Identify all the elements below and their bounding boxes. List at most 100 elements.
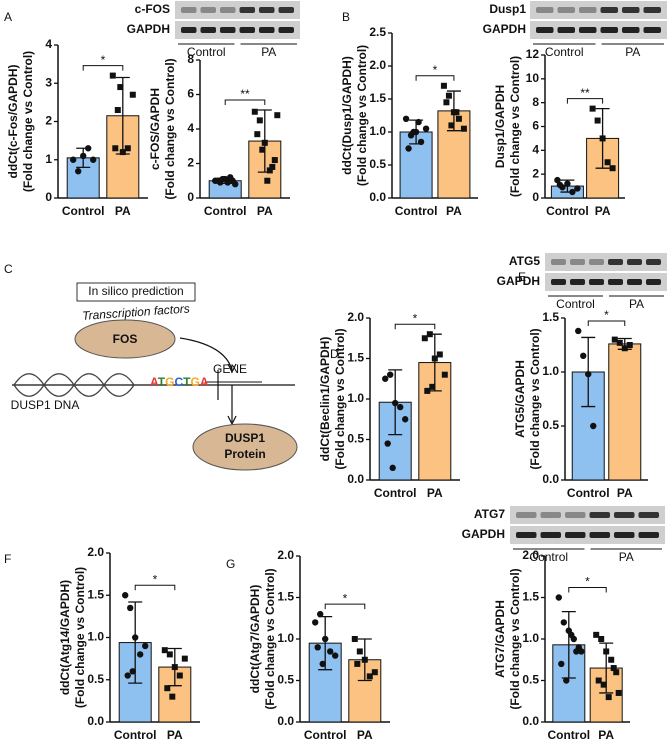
data-point (271, 157, 278, 164)
blot-group-label: Control (529, 550, 568, 564)
data-point (460, 125, 467, 132)
data-point (402, 115, 410, 123)
significance-label: * (604, 308, 609, 322)
data-point (621, 345, 628, 352)
y-axis-label: (Fold change vs Control) (21, 51, 35, 192)
blot-group-label: PA (625, 45, 640, 59)
blot-label: Dusp1 (489, 2, 526, 16)
data-point (142, 642, 149, 650)
data-point (251, 108, 258, 115)
blot-band (200, 27, 216, 33)
dna-label: DUSP1 DNA (11, 398, 80, 412)
chart: 0 1 2 3 4 ddCt(c-Fos/GAPDH) (Fold change vs Co… (6, 37, 148, 218)
protein-label: Protein (224, 447, 265, 461)
y-tick-label: 8 (187, 52, 194, 66)
significance-bracket (568, 587, 607, 593)
data-point (560, 619, 567, 626)
chart: 0 2 4 6 8 10 12 Dusp1/GAPDH (Fold change vs Cont… (483, 1, 667, 218)
blot-band (589, 532, 610, 538)
blot-band (540, 532, 561, 538)
significance-bracket (324, 603, 366, 610)
data-point (626, 342, 633, 348)
y-tick-label: 2 (187, 156, 194, 170)
y-tick-label: 0.5 (369, 157, 386, 171)
x-tick-label: PA (167, 728, 183, 742)
data-point (417, 138, 425, 146)
significance-bracket (224, 99, 266, 106)
data-point (169, 693, 176, 700)
data-point (356, 648, 363, 655)
blot-band (643, 27, 661, 33)
y-axis-label: (Fold change vs Control) (73, 567, 87, 708)
data-point (590, 422, 597, 430)
data-point (578, 648, 585, 655)
data-point (382, 375, 389, 382)
blot-band (551, 259, 566, 265)
data-point (589, 105, 596, 112)
data-point (431, 355, 438, 362)
y-tick-label: 4 (532, 143, 539, 157)
data-point (122, 592, 129, 599)
data-point (85, 145, 92, 152)
blot-band (570, 259, 585, 265)
y-tick-label: 4 (45, 37, 52, 51)
blot-row (510, 526, 665, 544)
significance-bracket (415, 75, 455, 81)
blot-band (557, 7, 575, 13)
blot-row (530, 21, 667, 39)
blot-band (239, 27, 255, 33)
data-point (604, 159, 611, 166)
blot-band (589, 279, 604, 285)
data-point (603, 648, 610, 655)
data-point (402, 416, 409, 423)
significance-label: * (343, 591, 348, 605)
chart: 0 2 4 6 8 c-FOS/GAPDH (Fold change vs Control)… (127, 1, 300, 218)
blot-label: c-FOS (135, 2, 170, 16)
y-tick-label: 1.0 (87, 630, 104, 644)
blot-band (579, 7, 597, 13)
data-point (319, 660, 326, 668)
error-bar (561, 610, 576, 679)
data-point (354, 660, 361, 667)
blot-band (536, 7, 554, 13)
data-point (415, 118, 422, 126)
arrow (179, 337, 233, 371)
blot-row (530, 1, 667, 19)
blot-label: GAPDH (483, 22, 526, 36)
data-point (593, 631, 600, 638)
data-point (224, 179, 231, 186)
y-tick-label: 2.5 (369, 25, 386, 39)
blot-band (638, 512, 659, 518)
data-point (392, 399, 399, 407)
data-point (171, 664, 178, 671)
data-point (441, 371, 448, 378)
data-point (555, 594, 562, 601)
blot-row (545, 273, 667, 291)
y-tick-label: 0.5 (347, 432, 364, 446)
data-point (564, 180, 571, 187)
data-point (569, 188, 576, 196)
y-tick-label: 0.0 (369, 190, 386, 204)
y-axis-label: (Fold change vs Control) (333, 328, 347, 469)
data-point (332, 652, 339, 659)
y-tick-label: 2 (532, 166, 539, 180)
blot-row (510, 506, 665, 524)
y-axis-label: (Fold change vs Control) (355, 45, 369, 186)
data-point (594, 117, 601, 124)
data-point (608, 656, 615, 663)
data-point (259, 146, 266, 153)
data-point (609, 165, 616, 172)
data-point (573, 648, 580, 655)
x-tick-label: Control (546, 204, 589, 218)
y-axis-label: ddCt(Beclin1/GAPDH) (318, 337, 332, 462)
data-point (322, 635, 329, 643)
blot-row (175, 1, 300, 19)
y-tick-label: 0 (45, 190, 52, 204)
bar (608, 343, 642, 481)
y-tick-label: 2.0 (347, 310, 364, 324)
blot-band (551, 279, 566, 285)
blot-band (589, 259, 604, 265)
data-point (424, 387, 431, 394)
significance-bracket (134, 584, 176, 591)
chart: 0.0 0.5 1.0 1.5 2.0 ddCt(Atg7/GAPDH) (Fold cha… (248, 548, 390, 742)
